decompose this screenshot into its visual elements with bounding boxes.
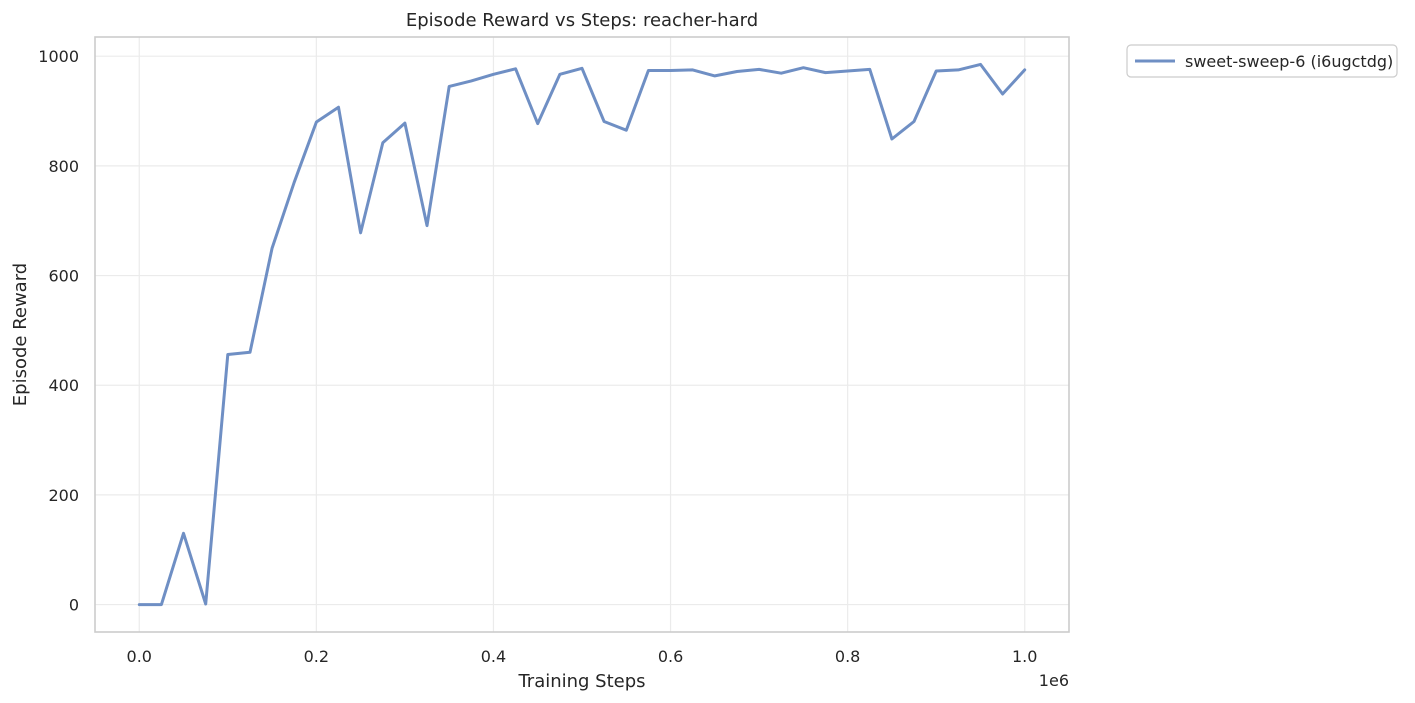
x-axis-offset-text: 1e6 — [1039, 671, 1069, 690]
y-axis-ticks: 0 200 400 600 800 1000 — [38, 47, 79, 614]
y-tick-label: 200 — [48, 486, 79, 505]
x-tick-label: 0.4 — [481, 647, 506, 666]
series-line — [137, 62, 1027, 607]
legend-box — [1126, 44, 1398, 78]
y-tick-label: 400 — [48, 376, 79, 395]
x-tick-label: 0.8 — [835, 647, 860, 666]
y-axis-label: Episode Reward — [10, 263, 31, 406]
x-tick-label: 1.0 — [1012, 647, 1037, 666]
y-tick-label: 1000 — [38, 47, 79, 66]
y-tick-label: 800 — [48, 157, 79, 176]
plot-frame — [94, 36, 1070, 633]
x-axis-label: Training Steps — [517, 671, 645, 692]
grid — [95, 37, 1069, 632]
series-layer — [137, 62, 1027, 607]
x-tick-label: 0.2 — [304, 647, 329, 666]
x-tick-label: 0.6 — [658, 647, 683, 666]
y-tick-label: 600 — [48, 267, 79, 286]
chart-title: Episode Reward vs Steps: reacher-hard — [406, 10, 758, 31]
legend: sweet-sweep-6 (i6ugctdg) — [1126, 44, 1398, 78]
x-axis-ticks: 0.0 0.2 0.4 0.6 0.8 1.0 — [127, 647, 1038, 666]
legend-label: sweet-sweep-6 (i6ugctdg) — [1185, 52, 1393, 71]
y-tick-label: 0 — [69, 596, 79, 615]
x-tick-label: 0.0 — [127, 647, 152, 666]
